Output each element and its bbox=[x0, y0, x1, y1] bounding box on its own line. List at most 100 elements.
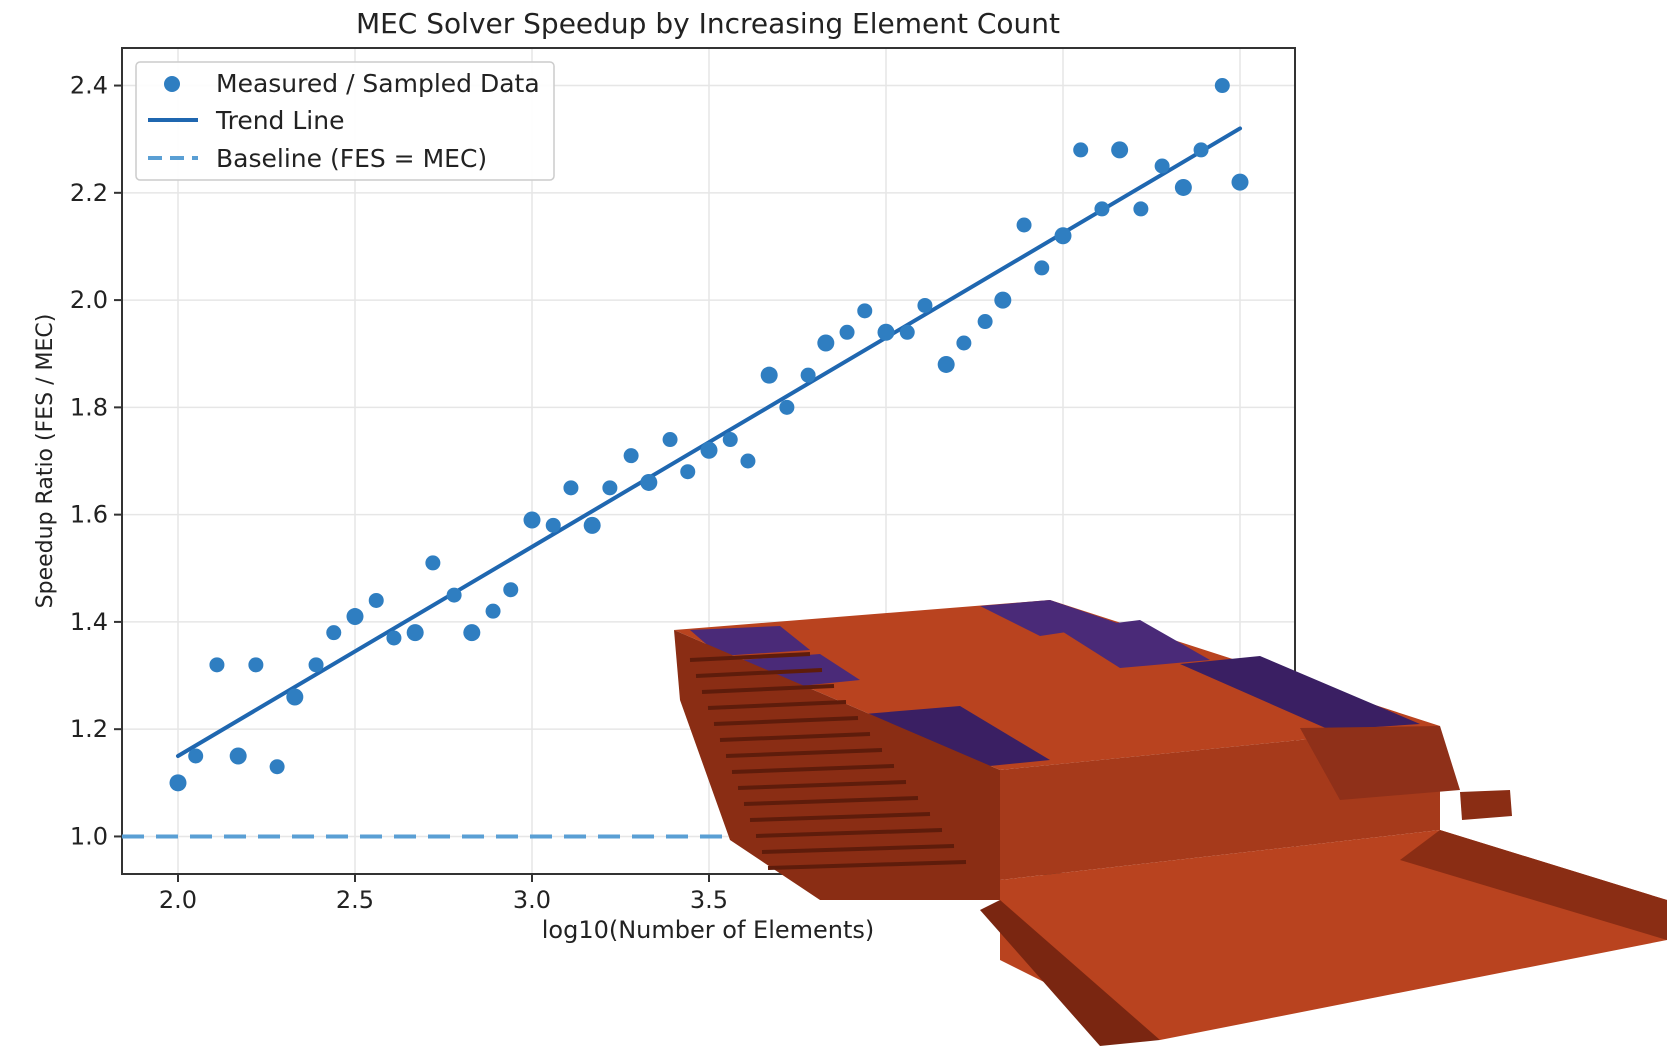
legend: Measured / Sampled Data Trend Line Basel… bbox=[135, 61, 555, 181]
mesh-rib bbox=[701, 684, 835, 694]
data-point bbox=[248, 657, 264, 673]
y-tick-label: 2.4 bbox=[70, 72, 108, 100]
data-point bbox=[1154, 158, 1170, 174]
data-point bbox=[994, 291, 1012, 309]
data-point bbox=[917, 297, 933, 313]
data-point bbox=[583, 516, 601, 534]
mesh-rib bbox=[719, 732, 871, 742]
data-point bbox=[877, 323, 895, 341]
mesh-rib bbox=[737, 780, 907, 790]
data-point bbox=[425, 555, 441, 571]
data-point bbox=[1193, 142, 1209, 158]
data-point bbox=[817, 334, 835, 352]
data-point bbox=[503, 582, 519, 598]
data-point bbox=[1174, 178, 1192, 196]
mesh-rib bbox=[689, 652, 811, 662]
plot-frame bbox=[121, 47, 1296, 875]
mesh-step-edge bbox=[980, 900, 1160, 1046]
x-tick-label: 2.5 bbox=[336, 886, 374, 914]
tick-layer: 2.0 2.5 3.0 3.5 1.0 1.2 1.4 1.6 1.8 2.0 2.2 2.4 bbox=[70, 72, 887, 914]
x-tick-label: 2.0 bbox=[159, 886, 197, 914]
data-point bbox=[623, 448, 639, 464]
mesh-rib bbox=[767, 860, 967, 870]
data-point bbox=[209, 657, 225, 673]
mesh-purple-stripe-2 bbox=[1060, 620, 1210, 668]
mesh-rib bbox=[713, 716, 859, 726]
data-point bbox=[640, 473, 658, 491]
data-point bbox=[680, 464, 696, 480]
data-point bbox=[229, 747, 247, 765]
y-tick-label: 1.8 bbox=[70, 393, 108, 421]
data-point bbox=[700, 441, 718, 459]
data-point bbox=[169, 774, 187, 792]
data-point bbox=[1054, 227, 1072, 245]
mesh-rib bbox=[749, 812, 931, 822]
mesh-purple-stripe-6 bbox=[840, 706, 1050, 772]
x-tick-label: 3.0 bbox=[513, 886, 551, 914]
data-point bbox=[937, 355, 955, 373]
data-point bbox=[1214, 78, 1230, 94]
data-point bbox=[1231, 173, 1249, 191]
mesh-rib bbox=[731, 764, 895, 774]
legend-box bbox=[135, 61, 555, 181]
data-point bbox=[346, 608, 364, 626]
data-point bbox=[269, 759, 285, 775]
data-point bbox=[760, 366, 778, 384]
y-tick-label: 2.0 bbox=[70, 286, 108, 314]
mesh-rib bbox=[707, 700, 847, 710]
data-point bbox=[523, 511, 541, 529]
y-tick-label: 1.6 bbox=[70, 501, 108, 529]
data-point bbox=[563, 480, 579, 496]
legend-label-baseline: Baseline (FES = MEC) bbox=[216, 144, 487, 173]
x-axis-label: log10(Number of Elements) bbox=[542, 916, 875, 944]
data-point bbox=[463, 624, 481, 642]
legend-marker-measured bbox=[164, 76, 180, 92]
y-axis-label: Speedup Ratio (FES / MEC) bbox=[33, 314, 58, 609]
data-point bbox=[1034, 260, 1050, 276]
data-point bbox=[779, 399, 795, 415]
data-point bbox=[545, 517, 561, 533]
mesh-purple-stripe-3 bbox=[1180, 656, 1420, 730]
y-tick-label: 1.4 bbox=[70, 608, 108, 636]
data-point bbox=[1073, 142, 1089, 158]
data-point bbox=[857, 303, 873, 319]
data-point bbox=[368, 592, 384, 608]
mesh-rib bbox=[755, 828, 943, 838]
data-point bbox=[386, 630, 402, 646]
data-point bbox=[1016, 217, 1032, 233]
data-point bbox=[1133, 201, 1149, 217]
chart-title: MEC Solver Speedup by Increasing Element… bbox=[356, 7, 1060, 40]
data-point bbox=[406, 624, 424, 642]
legend-label-trend: Trend Line bbox=[215, 106, 344, 135]
mesh-purple-stripe-4 bbox=[690, 626, 810, 656]
mesh-lower-slab-shade bbox=[1400, 830, 1667, 940]
x-tick-label: 3.5 bbox=[690, 886, 728, 914]
data-point bbox=[446, 587, 462, 603]
mesh-rib bbox=[725, 748, 883, 758]
data-point bbox=[722, 432, 738, 448]
data-point bbox=[899, 324, 915, 340]
y-tick-label: 1.2 bbox=[70, 715, 108, 743]
data-point bbox=[1111, 141, 1129, 159]
data-point bbox=[956, 335, 972, 351]
data-point bbox=[740, 453, 756, 469]
grid-layer bbox=[122, 48, 1295, 874]
data-point bbox=[286, 688, 304, 706]
mesh-rib bbox=[743, 796, 919, 806]
data-point bbox=[839, 324, 855, 340]
data-point bbox=[326, 625, 342, 641]
data-point bbox=[188, 748, 204, 764]
data-point bbox=[485, 603, 501, 619]
points-layer bbox=[169, 78, 1249, 792]
y-tick-label: 1.0 bbox=[70, 822, 108, 850]
mesh-lip bbox=[1460, 790, 1512, 820]
data-point bbox=[977, 314, 993, 330]
data-point bbox=[602, 480, 618, 496]
data-point bbox=[800, 367, 816, 383]
data-point bbox=[662, 432, 678, 448]
mesh-rib bbox=[695, 668, 823, 678]
mesh-ramp-face bbox=[1300, 726, 1460, 800]
data-point bbox=[308, 657, 324, 673]
